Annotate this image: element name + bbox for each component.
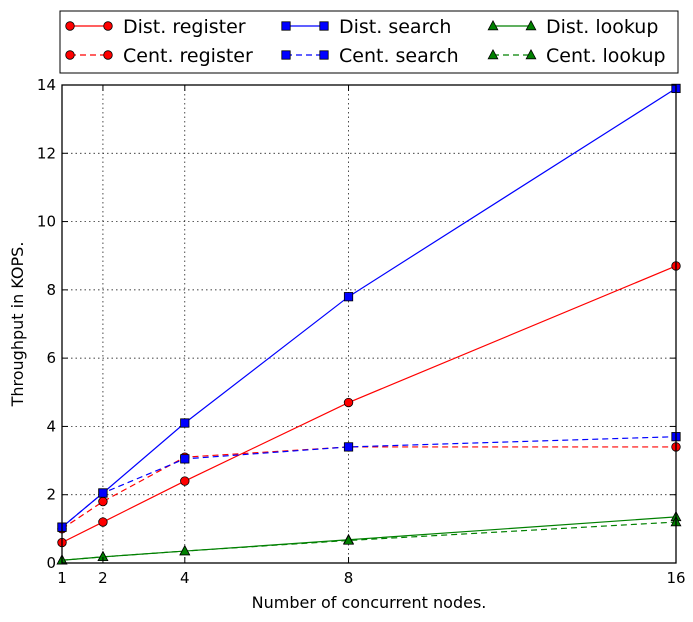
y-tick-label: 4 (46, 417, 56, 435)
grid (61, 84, 677, 564)
legend-item: Cent. register (65, 45, 253, 67)
legend-item: Dist. search (281, 16, 451, 38)
legend-label: Dist. register (123, 16, 246, 38)
series-dist-lookup (56, 510, 682, 565)
legend-marker (65, 50, 75, 60)
data-point (343, 442, 354, 452)
legend-frame (59, 10, 679, 74)
series-line (61, 436, 677, 528)
legend: Dist. register Cent. register Dist. search… (59, 10, 679, 74)
data-point (179, 544, 191, 556)
legend-item: Cent. lookup (487, 45, 666, 67)
legend-marker (319, 21, 329, 31)
series-lines (56, 83, 682, 565)
legend-item: Dist. lookup (487, 16, 658, 38)
legend-marker (525, 19, 537, 31)
x-tick-label: 16 (666, 569, 685, 587)
series-line (61, 87, 677, 528)
data-point (98, 496, 108, 507)
legend-marker (319, 50, 329, 60)
data-point (98, 517, 108, 527)
series-line (61, 446, 676, 530)
legend-label: Cent. register (123, 45, 253, 67)
data-point (180, 454, 190, 464)
legend-marker (487, 19, 499, 31)
legend-item: Dist. register (65, 16, 246, 38)
legend-marker (281, 21, 291, 31)
x-tick-label: 2 (98, 569, 108, 587)
legend-label: Cent. search (339, 45, 459, 67)
legend-label: Cent. lookup (546, 45, 666, 67)
data-point (343, 292, 354, 302)
legend-marker (103, 21, 113, 31)
series-cent-lookup (56, 515, 682, 565)
data-point (343, 397, 354, 408)
plot-area-frame (61, 84, 677, 564)
y-tick-label: 10 (37, 213, 56, 231)
y-tick-label: 0 (46, 554, 56, 572)
data-point (180, 418, 190, 428)
series-cent-register (57, 442, 681, 534)
legend-marker (281, 50, 291, 60)
series-dist-search (57, 83, 681, 532)
legend-label: Dist. search (339, 16, 451, 38)
legend-label: Dist. lookup (546, 16, 658, 38)
y-axis-label: Throughput in KOPS. (8, 242, 27, 408)
data-point (98, 488, 108, 498)
legend-marker (103, 50, 113, 60)
series-line (61, 265, 677, 544)
series-line (61, 521, 677, 561)
x-tick-label: 1 (57, 569, 67, 587)
data-point (343, 534, 355, 545)
y-tick-label: 14 (37, 76, 56, 94)
x-axis-label: Number of concurrent nodes. (252, 593, 487, 612)
data-point (180, 476, 190, 486)
legend-item: Cent. search (281, 45, 459, 67)
x-tick-label: 8 (344, 569, 354, 587)
y-tick-label: 6 (46, 349, 56, 367)
x-tick-label: 4 (180, 569, 190, 587)
legend-marker (487, 48, 499, 60)
y-tick-label: 2 (46, 486, 56, 504)
y-tick-label: 8 (46, 281, 56, 299)
y-tick-label: 12 (37, 144, 56, 162)
series-dist-register (57, 261, 681, 548)
legend-marker (525, 48, 537, 60)
legend-marker (65, 21, 75, 31)
